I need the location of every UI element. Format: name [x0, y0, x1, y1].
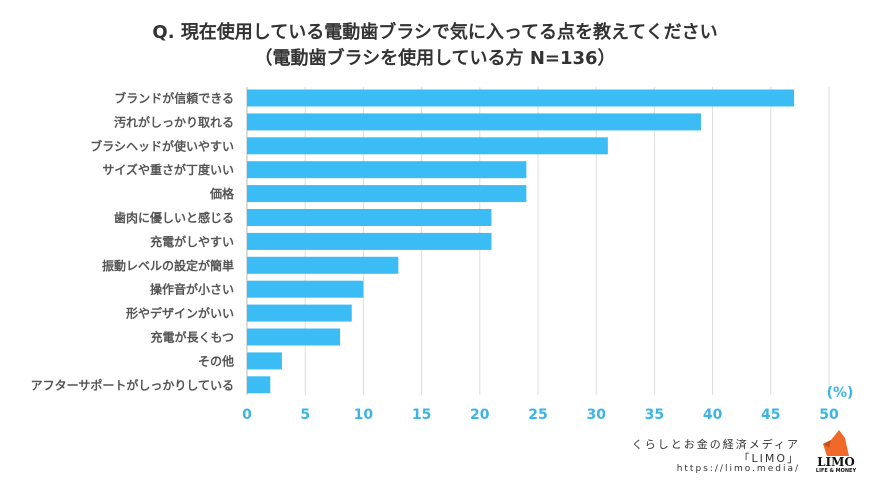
- category-label: その他: [198, 353, 234, 368]
- x-tick-label: 50: [819, 407, 839, 423]
- x-tick-label: 25: [528, 407, 547, 423]
- bar: [247, 376, 271, 394]
- category-label: 操作音が小さい: [150, 282, 234, 297]
- category-label: 汚れがしっかり取れる: [114, 114, 234, 129]
- credit-url: https://limo.media/: [676, 464, 800, 474]
- bar: [247, 328, 341, 346]
- x-tick-label: 30: [586, 407, 606, 423]
- chart-subtitle: （電動歯ブラシを使用している方 N=136）: [254, 48, 616, 69]
- limo-logo: LIMO LIFE & MONEY: [813, 430, 859, 474]
- bar: [247, 113, 701, 131]
- chart-title: Q. 現在使用している電動歯ブラシで気に入ってる点を教えてください: [152, 22, 718, 43]
- logo-subtext: LIFE & MONEY: [815, 468, 857, 474]
- bar: [247, 232, 492, 250]
- bar: [247, 280, 364, 298]
- x-tick-label: 45: [761, 407, 780, 423]
- category-label: サイズや重さが丁度いい: [102, 162, 234, 177]
- bar: [247, 161, 527, 179]
- bar: [247, 256, 399, 274]
- x-tick-label: 15: [412, 407, 431, 423]
- logo-text: LIMO: [817, 455, 855, 469]
- credit-line1: くらしとお金の経済メディア: [631, 438, 800, 451]
- category-label: 振動レベルの設定が簡単: [102, 258, 234, 273]
- category-label: 歯肉に優しいと感じる: [114, 210, 234, 225]
- x-tick-label: 20: [470, 407, 490, 423]
- x-tick-label: 5: [300, 407, 310, 423]
- bar: [247, 352, 282, 370]
- category-label: 充電がしやすい: [150, 234, 234, 249]
- category-label: 充電が長くもつ: [150, 330, 234, 345]
- x-tick-label: 35: [645, 407, 664, 423]
- bar: [247, 137, 608, 155]
- x-tick-label: 40: [703, 407, 723, 423]
- fox-icon: [823, 430, 849, 456]
- bar: [247, 89, 795, 107]
- category-label: ブランドが信頼できる: [114, 91, 234, 106]
- bar: [247, 185, 527, 203]
- category-label: 形やデザインがいい: [126, 306, 234, 321]
- unit-label: (%): [827, 385, 854, 401]
- category-label: アフターサポートがしっかりしている: [31, 377, 234, 392]
- bar: [247, 209, 492, 226]
- credit-line2: 「LIMO」: [738, 452, 800, 465]
- bar: [247, 304, 352, 322]
- category-label: ブラシヘッドが使いやすい: [90, 138, 234, 153]
- category-label: 価格: [209, 186, 235, 201]
- x-tick-label: 10: [354, 407, 374, 423]
- x-tick-label: 0: [242, 407, 252, 423]
